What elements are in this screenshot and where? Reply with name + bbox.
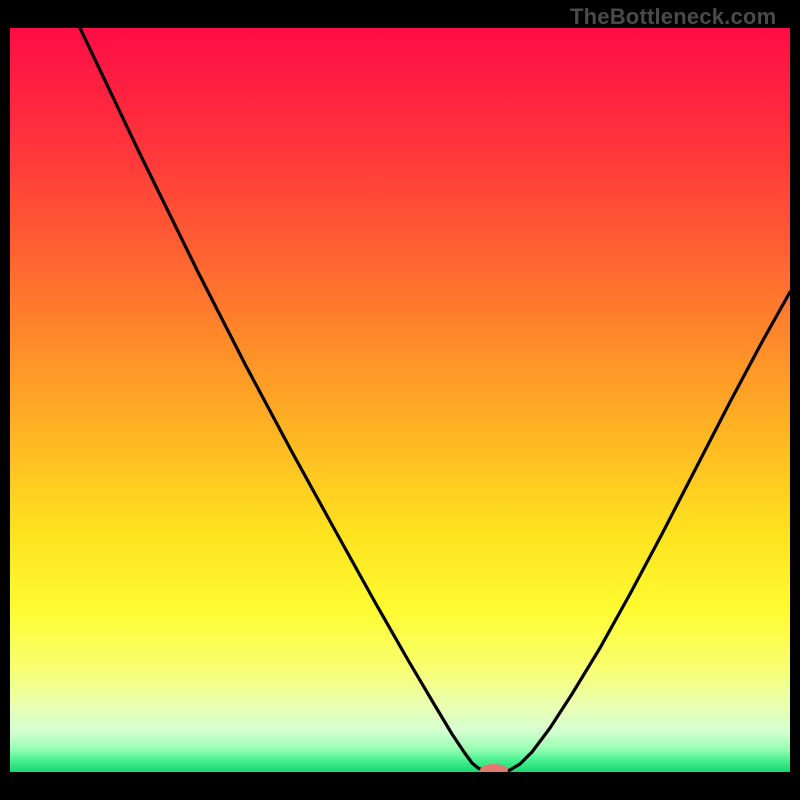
bottleneck-plot: [10, 28, 790, 772]
gradient-background: [10, 28, 790, 772]
watermark-text: TheBottleneck.com: [570, 4, 776, 30]
